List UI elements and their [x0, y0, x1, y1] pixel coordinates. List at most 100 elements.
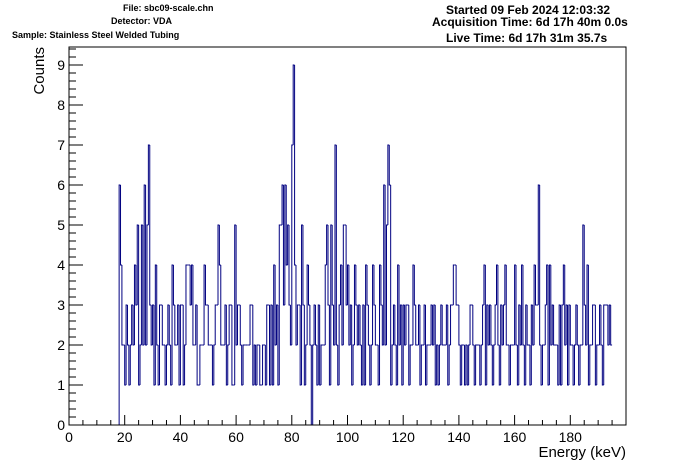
x-axis-label: Energy (keV) — [538, 444, 626, 461]
histogram-bin — [505, 265, 508, 346]
histogram-bin — [455, 265, 458, 306]
histogram-bin — [544, 304, 547, 345]
y-tick-label: 1 — [57, 377, 65, 393]
histogram-bin — [278, 224, 281, 385]
x-tick-label: 180 — [559, 429, 583, 445]
histogram-bin — [149, 145, 152, 306]
histogram-bin — [121, 265, 124, 346]
histogram-bin — [493, 344, 496, 385]
histogram-bin — [159, 304, 161, 385]
x-tick-label: 80 — [284, 429, 300, 445]
histogram-bin — [288, 225, 291, 306]
histogram-bin — [509, 344, 512, 385]
histogram-bin — [192, 265, 195, 346]
histogram-bin — [405, 304, 408, 345]
histogram-bin — [126, 305, 129, 346]
histogram-bin — [576, 305, 579, 346]
sample-label: Sample: Stainless Steel Welded Tubing — [12, 30, 180, 40]
histogram-bin — [196, 305, 199, 386]
histogram-bin — [161, 305, 164, 346]
histogram-bin — [391, 344, 394, 385]
histogram-bin — [394, 305, 397, 346]
histogram-bin — [388, 145, 391, 186]
histogram-bin — [320, 344, 323, 385]
histogram-bin — [256, 344, 259, 385]
histogram-bin — [469, 304, 472, 345]
histogram-bin — [207, 305, 210, 346]
histogram-bin — [450, 304, 452, 345]
histogram-bin — [413, 265, 416, 306]
histogram-bin — [579, 344, 582, 385]
histogram-bin — [420, 344, 423, 385]
y-tick-label: 8 — [57, 97, 65, 113]
histogram-bin — [448, 344, 451, 385]
histogram-bin — [539, 185, 542, 346]
histogram-bin — [526, 305, 529, 346]
histogram-bin — [146, 224, 149, 345]
histogram-bin — [165, 344, 168, 385]
histogram-bin — [589, 344, 592, 385]
histogram-bin — [156, 265, 159, 346]
histogram-bin — [139, 344, 142, 385]
histogram-bin — [367, 305, 370, 346]
histogram-bin — [308, 265, 310, 306]
histogram-bin — [370, 344, 373, 385]
histogram-bin — [331, 225, 334, 306]
histogram-bin — [262, 344, 264, 385]
histogram-bin — [302, 225, 305, 306]
histogram-bin — [199, 344, 202, 385]
x-tick-label: 100 — [336, 429, 360, 445]
histogram-bin — [227, 344, 230, 385]
detector-label: Detector: VDA — [111, 16, 173, 26]
x-tick-label: 0 — [65, 429, 73, 445]
histogram-bin — [468, 344, 471, 385]
y-tick-label: 3 — [57, 297, 65, 313]
histogram-bin — [415, 305, 418, 346]
histogram-bin — [359, 305, 362, 346]
histogram-bin — [294, 65, 296, 266]
y-axis-label: Counts — [31, 47, 48, 95]
x-tick-label: 60 — [228, 429, 244, 445]
histogram-bin — [249, 304, 252, 345]
histogram-bin — [373, 265, 376, 306]
live-time-label: Live Time: 6d 17h 31m 35.7s — [446, 31, 608, 45]
histogram-bin — [309, 305, 312, 346]
x-tick-label: 20 — [117, 429, 133, 445]
histogram-bin — [314, 305, 317, 346]
histogram-bin — [583, 225, 586, 306]
histogram-bin — [409, 344, 412, 385]
histogram-bin — [480, 344, 483, 385]
histogram-bin — [461, 344, 464, 385]
x-tick-label: 160 — [503, 429, 527, 445]
histogram-bin — [168, 305, 171, 346]
histogram-bin — [214, 304, 217, 345]
y-tick-label: 4 — [57, 257, 65, 273]
histogram-bin — [352, 344, 355, 385]
histogram-bin — [296, 304, 299, 345]
x-tick-label: 40 — [173, 429, 189, 445]
histogram-bin — [355, 265, 358, 306]
histogram-bin — [218, 225, 221, 266]
histogram-bin — [385, 224, 388, 345]
histogram-bin — [179, 304, 182, 385]
y-tick-label: 7 — [57, 137, 65, 153]
histogram-bin — [458, 305, 461, 346]
histogram-bin — [236, 304, 239, 345]
histogram-bin — [482, 304, 484, 345]
histogram-bin — [231, 305, 234, 386]
histogram-bin — [312, 344, 315, 425]
histogram-bin — [573, 344, 576, 385]
histogram-bin — [228, 304, 231, 345]
histogram-bin — [534, 265, 537, 306]
histogram-bin — [174, 305, 177, 346]
histogram-bin — [172, 265, 175, 306]
histogram-bin — [502, 304, 505, 345]
histogram-bin — [266, 304, 269, 385]
y-tick-label: 9 — [57, 57, 65, 73]
histogram-bin — [603, 304, 606, 385]
histogram-bin — [441, 305, 444, 346]
histogram-bin — [522, 265, 525, 346]
histogram-bin — [259, 345, 262, 386]
